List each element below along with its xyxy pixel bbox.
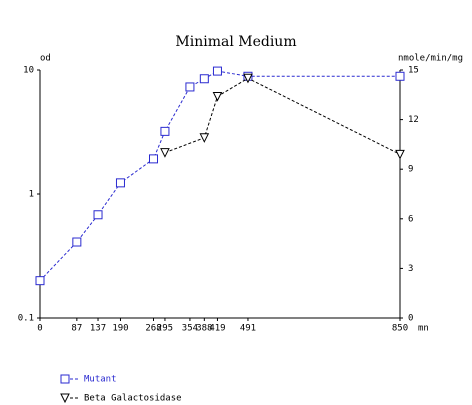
x-tick-label: 850 [392,324,408,334]
x-tick-label: 491 [240,324,256,334]
marker [160,126,170,136]
marker [35,276,45,286]
x-tick-label: 190 [112,324,128,334]
marker [243,73,253,84]
marker [199,74,209,84]
y-tick-label: 10 [23,66,34,76]
y2-tick-label: 12 [408,115,419,125]
x-tick-label: 0 [37,324,42,334]
x-tick-label: 419 [209,324,225,334]
legend-label: Beta Galactosidase [84,394,182,404]
x-tick-label: 388 [196,324,212,334]
x-tick-label: 295 [157,324,173,334]
legend-label: Mutant [84,375,117,385]
y2-tick-label: 3 [408,264,413,274]
chart-title: Minimal Medium [175,34,296,50]
series-line [164,77,401,155]
y2-tick-label: 0 [408,314,413,324]
marker [93,210,103,220]
x-axis-label: mn [418,324,429,334]
y-tick-label: 1 [29,190,34,200]
marker [160,148,170,158]
marker [185,82,195,92]
marker [395,149,405,160]
marker [60,393,70,404]
x-tick-label: 268 [145,324,161,334]
y2-tick-label: 9 [408,165,413,175]
series-line [39,70,400,282]
y-tick-label: 0.1 [18,314,34,324]
marker [199,133,210,143]
marker [115,178,125,188]
marker [212,91,223,102]
y2-axis-label: nmole/min/mg [398,54,463,64]
y-axis-label: od [40,54,51,64]
marker [395,71,405,81]
marker [72,237,82,247]
y2-tick-label: 6 [408,214,413,224]
marker [60,374,70,384]
y2-tick-label: 15 [408,66,419,76]
x-tick-label: 137 [90,324,106,334]
x-tick-label: 354 [182,324,198,334]
x-tick-label: 87 [71,324,82,334]
marker [149,154,159,164]
marker [212,66,222,76]
